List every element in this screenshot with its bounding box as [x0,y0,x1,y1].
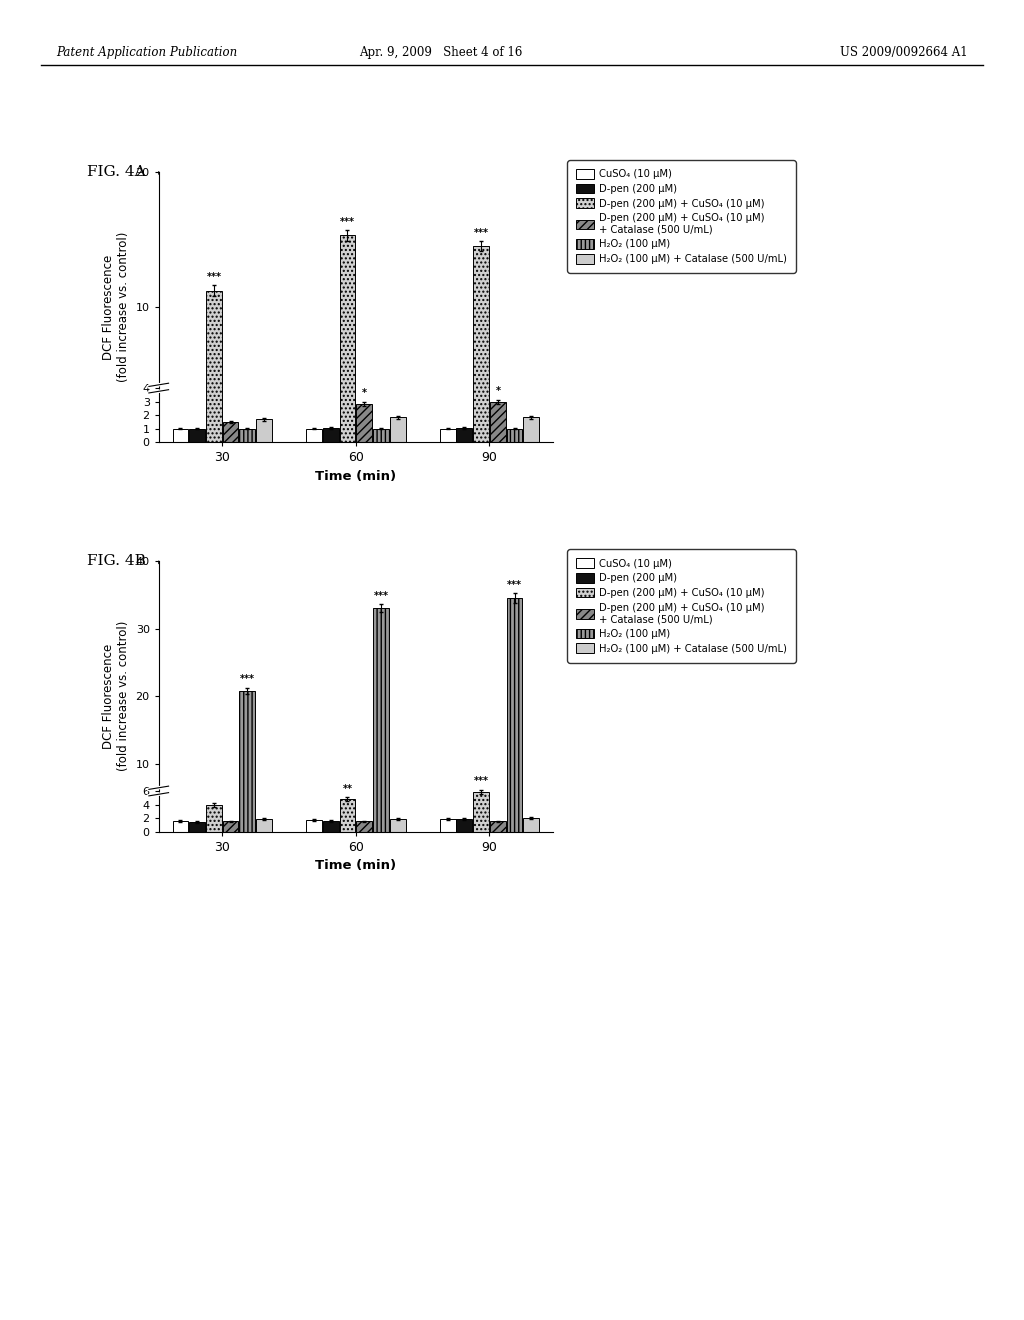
Bar [240,690,255,832]
Bar [172,429,188,442]
Y-axis label: DCF Fluorescence
(fold increase vs. control): DCF Fluorescence (fold increase vs. cont… [102,232,130,381]
Text: ***: *** [474,776,488,787]
Bar [306,820,322,832]
Bar [240,429,255,442]
Bar [323,428,339,442]
Text: *: * [496,387,501,396]
Text: ***: *** [240,675,255,684]
Bar [439,429,456,442]
Legend: CuSO₄ (10 μM), D-pen (200 μM), D-pen (200 μM) + CuSO₄ (10 μM), D-pen (200 μM) + : CuSO₄ (10 μM), D-pen (200 μM), D-pen (20… [569,164,793,271]
Bar [439,820,456,832]
Bar [390,417,406,442]
Bar [523,818,540,832]
Bar [189,429,205,442]
Text: ***: *** [340,216,355,227]
Bar [189,822,205,832]
X-axis label: Time (min): Time (min) [315,859,396,873]
Bar [222,422,239,442]
Bar [390,818,406,832]
Bar [457,428,472,442]
Bar [306,429,322,442]
Bar [340,235,355,442]
Text: Apr. 9, 2009   Sheet 4 of 16: Apr. 9, 2009 Sheet 4 of 16 [358,46,522,59]
Bar [507,598,522,832]
Bar [356,821,372,832]
Bar [457,820,472,832]
Text: FIG. 4B: FIG. 4B [87,554,145,569]
Bar [356,404,372,442]
X-axis label: Time (min): Time (min) [315,470,396,483]
Text: ***: *** [207,272,221,282]
Legend: CuSO₄ (10 μM), D-pen (200 μM), D-pen (200 μM) + CuSO₄ (10 μM), D-pen (200 μM) + : CuSO₄ (10 μM), D-pen (200 μM), D-pen (20… [569,553,793,660]
Bar [222,821,239,832]
Bar [206,805,222,832]
Bar [373,609,389,832]
Text: ***: *** [507,581,522,590]
Bar [489,401,506,442]
Bar [489,821,506,832]
Text: **: ** [342,784,352,793]
Text: *: * [361,388,367,399]
Text: ***: *** [374,591,388,601]
Bar [473,792,489,832]
Bar [523,417,540,442]
Text: US 2009/0092664 A1: US 2009/0092664 A1 [840,46,968,59]
Bar [323,821,339,832]
Y-axis label: DCF Fluorescence
(fold increase vs. control): DCF Fluorescence (fold increase vs. cont… [102,622,130,771]
Bar [473,246,489,442]
Text: ***: *** [474,228,488,238]
Bar [340,799,355,832]
Bar [256,420,272,442]
Bar [206,290,222,442]
Bar [373,429,389,442]
Bar [172,821,188,832]
Text: FIG. 4A: FIG. 4A [87,165,145,180]
Text: Patent Application Publication: Patent Application Publication [56,46,238,59]
Bar [507,429,522,442]
Bar [256,818,272,832]
